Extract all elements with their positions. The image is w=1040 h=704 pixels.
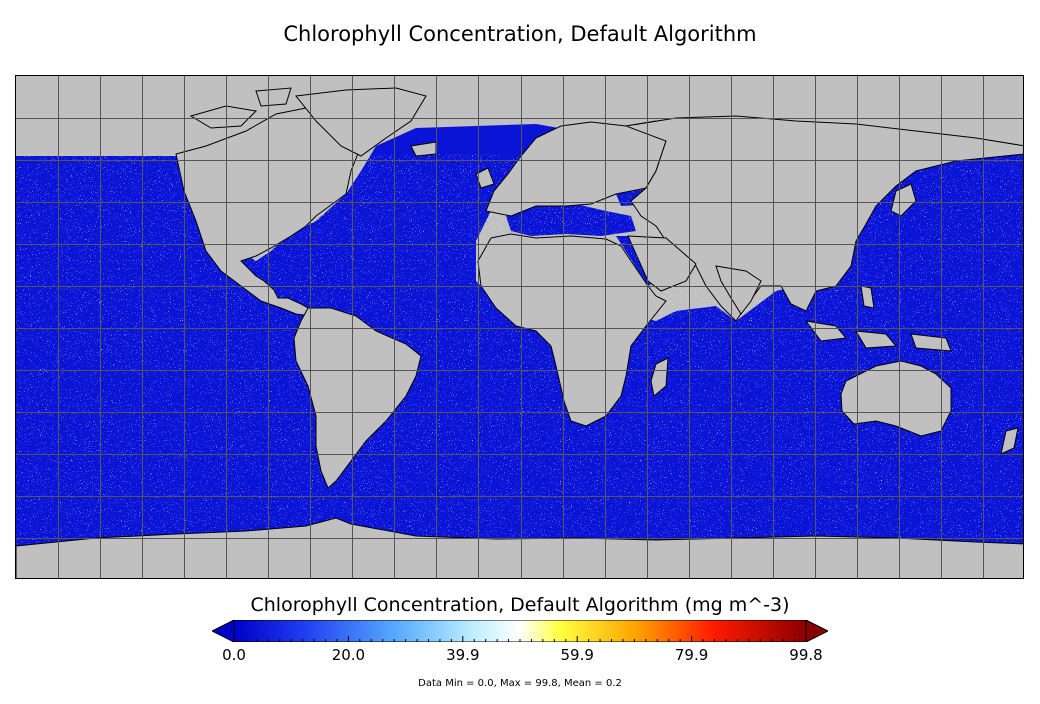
map-canvas — [16, 76, 1023, 578]
colorbar-tick-label: 0.0 — [222, 646, 246, 664]
colorbar-tick-label: 39.9 — [446, 646, 480, 664]
colorbar-tick-labels: 0.0 20.0 39.9 59.9 79.9 99.8 — [0, 646, 1040, 666]
colorbar-title: Chlorophyll Concentration, Default Algor… — [250, 594, 790, 616]
colorbar-over-arrow — [805, 620, 828, 642]
south-america — [293, 307, 422, 489]
colorbar-tick-label: 99.8 — [789, 646, 823, 664]
graticule — [16, 76, 1023, 578]
colorbar-tick-label: 20.0 — [331, 646, 366, 664]
greenland — [295, 87, 427, 157]
world-map — [15, 75, 1024, 579]
colorbar-under-arrow — [212, 620, 235, 642]
data-stats: Data Min = 0.0, Max = 99.8, Mean = 0.2 — [418, 678, 622, 689]
africa — [477, 233, 667, 427]
continents — [16, 87, 1023, 578]
colorbar-gradient — [233, 620, 807, 642]
colorbar — [212, 620, 828, 642]
india — [715, 265, 762, 315]
map-title: Chlorophyll Concentration, Default Algor… — [283, 22, 757, 46]
colorbar-tick-label: 79.9 — [674, 646, 709, 664]
colorbar-tick-label: 59.9 — [560, 646, 594, 664]
